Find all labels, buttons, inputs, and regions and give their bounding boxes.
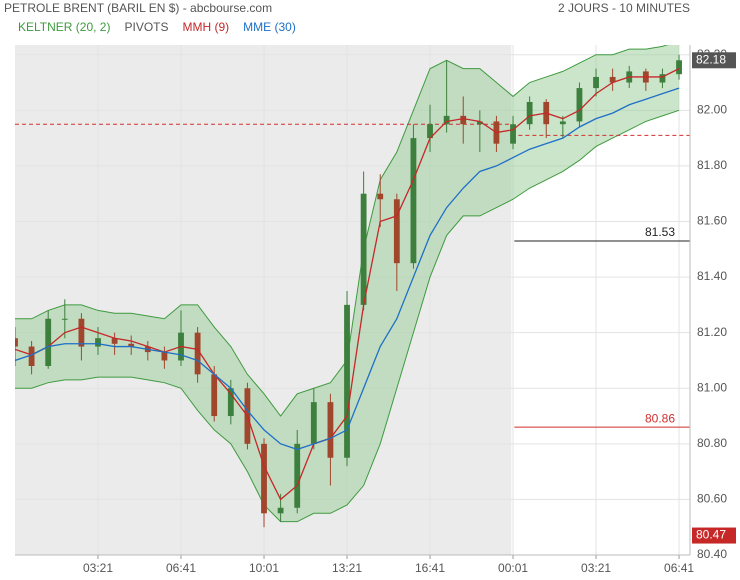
candle-body (526, 101, 533, 125)
x-tick-label: 03:21 (83, 561, 113, 575)
y-tick-label: 80.40 (697, 547, 727, 561)
candle-body (510, 124, 516, 144)
candle-body (111, 338, 118, 344)
legend-entry: KELTNER (20, 2) (18, 20, 110, 34)
y-tick-label: 81.40 (697, 269, 727, 283)
candle-body (294, 443, 301, 508)
x-tick-label: 03:21 (581, 561, 611, 575)
candle-body (460, 115, 467, 125)
candle-body (28, 346, 35, 367)
candle-body (676, 60, 682, 75)
x-tick-label: 13:21 (332, 561, 362, 575)
candle-body (277, 507, 284, 514)
y-tick-label: 81.20 (697, 325, 727, 339)
candle-body (659, 74, 666, 83)
x-tick-label: 06:41 (166, 561, 196, 575)
candle-body (211, 374, 218, 417)
y-tick-label: 80.60 (697, 492, 727, 506)
level-label: 80.86 (645, 411, 675, 425)
y-tick-label: 82.00 (697, 102, 727, 116)
candle-body (476, 121, 483, 125)
candle-body (15, 338, 18, 347)
keltner-lower (15, 109, 680, 523)
price-badge-label: 82.18 (696, 52, 726, 66)
candle-body (377, 193, 384, 200)
y-tick-label: 80.80 (697, 436, 727, 450)
plot (15, 45, 690, 555)
ma-line (15, 87, 680, 451)
candle-body (45, 318, 52, 367)
candle-body (360, 193, 367, 305)
y-tick-label: 81.00 (697, 380, 727, 394)
y-tick-label: 81.60 (697, 214, 727, 228)
ma-line (15, 68, 680, 501)
chart-subtitle: 2 JOURS - 10 MINUTES (558, 1, 690, 15)
price-badge (692, 52, 736, 69)
x-tick-label: 06:41 (664, 561, 694, 575)
candle-body (393, 199, 400, 264)
candle-body (227, 388, 234, 417)
candle-body (410, 138, 417, 264)
chart-title: PETROLE BRENT (BARIL EN $) - abcbourse.c… (4, 1, 272, 15)
candle-body (128, 343, 135, 347)
candle-body (95, 338, 101, 347)
x-tick-label: 00:01 (498, 561, 528, 575)
level-label: 81.53 (645, 225, 675, 239)
price-badge (692, 527, 736, 544)
x-tick-label: 10:01 (249, 561, 279, 575)
keltner-fill (15, 45, 680, 522)
candle-body (161, 352, 168, 361)
candle-body (261, 443, 267, 514)
legend-entry: PIVOTS (124, 20, 168, 34)
y-tick-label: 81.80 (697, 158, 727, 172)
candle-body (609, 76, 616, 83)
candle-body (443, 115, 450, 125)
candle-body (576, 88, 583, 122)
price-badge-label: 80.47 (696, 528, 726, 542)
legend-entry: MME (30) (243, 20, 296, 34)
legend-entry: MMH (9) (183, 20, 230, 34)
x-tick-label: 16:41 (415, 561, 445, 575)
candle-body (344, 304, 350, 458)
candle-body (78, 318, 85, 347)
candle-body (194, 332, 201, 375)
candle-body (327, 402, 334, 458)
candle-body (559, 121, 566, 125)
candle-body (310, 402, 317, 444)
candle-body (427, 124, 433, 139)
candle-body (61, 318, 68, 320)
candle-body (593, 76, 599, 89)
